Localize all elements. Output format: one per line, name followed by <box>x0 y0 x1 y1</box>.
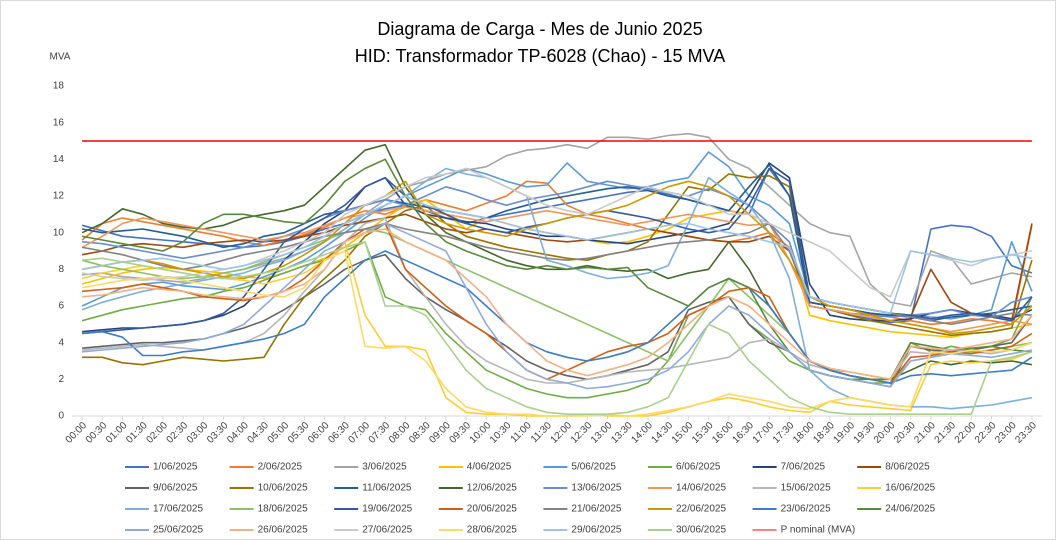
legend-label: 30/06/2025 <box>676 525 726 536</box>
legend-label: 7/06/2025 <box>781 462 826 473</box>
legend-label: 9/06/2025 <box>153 483 198 494</box>
series-line <box>82 241 1033 415</box>
legend-label: 12/06/2025 <box>467 483 517 494</box>
y-tick-label: 4 <box>58 337 64 348</box>
series-line <box>82 222 1033 390</box>
legend-label: 4/06/2025 <box>467 462 512 473</box>
legend-label: 27/06/2025 <box>362 525 412 536</box>
legend-label: 21/06/2025 <box>571 504 621 515</box>
legend-label: 25/06/2025 <box>153 525 203 536</box>
series-line <box>81 158 1032 381</box>
y-tick-label: 14 <box>53 154 65 165</box>
y-tick-label: 0 <box>58 411 64 422</box>
legend-label: 10/06/2025 <box>258 483 308 494</box>
series-line <box>81 195 1033 315</box>
legend-label: 26/06/2025 <box>258 525 308 536</box>
legend-label: 5/06/2025 <box>571 462 616 473</box>
legend-label: 6/06/2025 <box>676 462 721 473</box>
y-tick-label: 10 <box>53 227 65 238</box>
legend-label: 11/06/2025 <box>362 483 412 494</box>
series-line <box>81 250 1033 417</box>
legend-label: 1/06/2025 <box>153 462 198 473</box>
legend-label: 8/06/2025 <box>885 462 930 473</box>
y-tick-label: 8 <box>58 264 64 275</box>
y-tick-label: 6 <box>58 301 64 312</box>
legend-label: 24/06/2025 <box>885 504 935 515</box>
y-tick-label: 12 <box>53 191 65 202</box>
legend-label: 17/06/2025 <box>153 504 203 515</box>
legend-label: 29/06/2025 <box>571 525 621 536</box>
legend-label: 19/06/2025 <box>362 504 412 515</box>
legend-label: 15/06/2025 <box>781 483 831 494</box>
legend-label: 28/06/2025 <box>467 525 517 536</box>
chart-title: Diagrama de Carga - Mes de Junio 2025 <box>377 19 702 39</box>
legend-label: 13/06/2025 <box>571 483 621 494</box>
legend-label: 16/06/2025 <box>885 483 935 494</box>
series-line <box>82 228 1033 381</box>
series-line <box>81 180 1033 335</box>
series-line <box>81 206 1033 333</box>
series-line <box>81 167 1033 324</box>
y-tick-label: 18 <box>53 81 65 92</box>
legend-label: 2/06/2025 <box>258 462 303 473</box>
series-line <box>82 173 1033 366</box>
legend-label: P nominal (MVA) <box>781 525 856 536</box>
series-line <box>81 164 1033 322</box>
legend-label: 14/06/2025 <box>676 483 726 494</box>
legend-label: 3/06/2025 <box>362 462 407 473</box>
y-tick-label: 2 <box>58 374 64 385</box>
legend-label: 22/06/2025 <box>676 504 726 515</box>
legend-label: 20/06/2025 <box>467 504 517 515</box>
y-axis-label: MVA <box>50 52 71 63</box>
y-tick-label: 16 <box>53 117 65 128</box>
legend-label: 18/06/2025 <box>258 504 308 515</box>
chart-subtitle: HID: Transformador TP-6028 (Chao) - 15 M… <box>355 46 725 66</box>
legend-label: 23/06/2025 <box>781 504 831 515</box>
